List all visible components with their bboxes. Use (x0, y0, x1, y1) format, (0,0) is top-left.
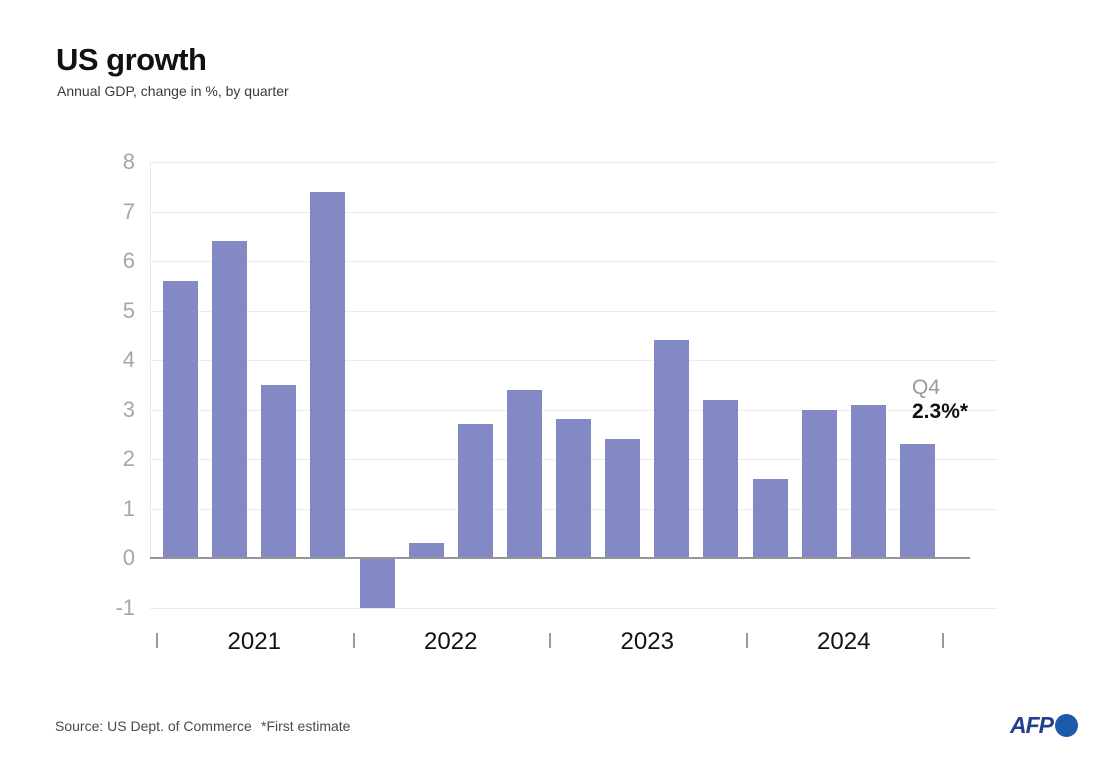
afp-logo-text: AFP (1010, 712, 1054, 738)
bar-2022-q2 (408, 543, 444, 558)
bar-2024-q1 (752, 478, 788, 558)
bar-2023-q4 (703, 399, 739, 558)
y-gridline (150, 409, 997, 411)
x-axis-year-label: 2021 (227, 628, 281, 655)
y-axis-tick-label: -1 (115, 594, 135, 620)
page-title: US growth (56, 42, 207, 77)
bar-2023-q1 (556, 419, 592, 558)
bar-2021-q1 (163, 280, 199, 558)
y-axis-tick-label: 8 (122, 149, 135, 174)
bar-2022-q4 (506, 389, 542, 558)
afp-logo: AFP (1010, 712, 1078, 738)
plot-left-edge-line (150, 162, 151, 558)
y-axis-tick-label: 7 (122, 198, 135, 224)
y-axis-tick-label: 2 (122, 446, 135, 471)
y-axis-tick-label: 6 (122, 248, 135, 273)
y-gridline (150, 261, 997, 262)
x-axis-year-label: 2024 (817, 628, 871, 655)
bar-2023-q3 (654, 340, 690, 558)
y-gridline (150, 211, 997, 213)
x-axis-tick (352, 633, 355, 648)
x-axis-year-label: 2022 (424, 628, 478, 655)
y-axis-tick-label: 4 (122, 347, 135, 372)
y-axis-tick-label: 3 (122, 396, 135, 422)
bar-2023-q2 (605, 439, 641, 558)
bar-2021-q3 (261, 384, 297, 558)
y-gridline (150, 607, 997, 609)
annotation-quarter-label: Q4 (912, 376, 941, 399)
x-axis-year-label: 2023 (620, 628, 674, 655)
y-gridline (150, 162, 997, 163)
x-axis-tick (549, 633, 551, 648)
bar-2021-q4 (310, 191, 346, 558)
annotation-value-label: 2.3%* (912, 400, 969, 423)
x-axis-tick (745, 633, 748, 648)
bar-2024-q3 (850, 404, 886, 558)
y-gridline (150, 310, 997, 312)
bar-2024-q2 (801, 409, 837, 558)
page-subtitle: Annual GDP, change in %, by quarter (57, 83, 289, 99)
bar-2022-q1 (359, 558, 395, 608)
y-axis-tick-label: 5 (122, 297, 135, 323)
y-axis-tick-label: 1 (122, 495, 135, 521)
afp-logo-circle-icon (1055, 714, 1078, 737)
x-axis-zero-line (150, 557, 970, 559)
x-axis-tick (942, 633, 944, 648)
bar-2021-q2 (212, 241, 248, 558)
footer-source: Source: US Dept. of Commerce (55, 718, 252, 734)
y-axis-tick-label: 0 (122, 545, 135, 570)
x-axis-tick (156, 633, 158, 648)
bar-2022-q3 (457, 424, 493, 558)
bar-2024-q4 (899, 444, 935, 558)
footer-note: *First estimate (261, 718, 351, 734)
y-gridline (150, 360, 997, 361)
